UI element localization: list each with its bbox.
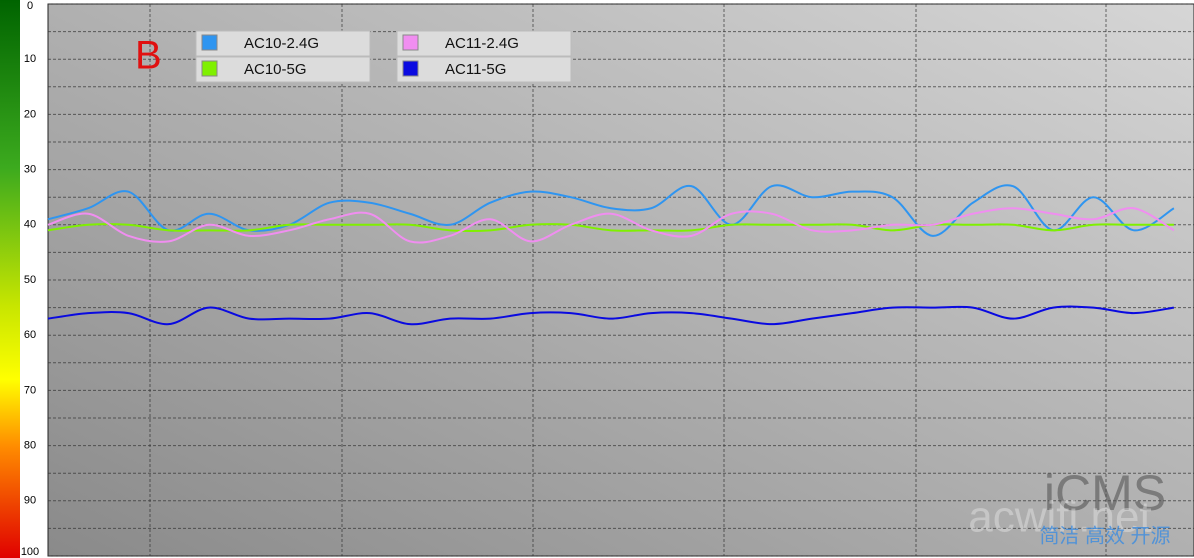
y-tick-label: 60 (24, 329, 36, 341)
watermark: iCMS (1044, 465, 1166, 521)
y-tick-label: 0 (27, 0, 33, 12)
series-line (47, 184, 1175, 237)
y-tick-label: 40 (24, 219, 36, 231)
legend-item (396, 56, 572, 83)
legend-swatch (402, 34, 419, 51)
legend-swatch (201, 34, 218, 51)
legend-item (195, 56, 371, 83)
series-line (47, 207, 1175, 244)
y-tick-label: 50 (24, 274, 36, 286)
watermark: 简洁 高效 开源 (1039, 524, 1170, 547)
legend-label: AC11-2.4G (445, 35, 519, 52)
y-tick-label: 80 (24, 440, 36, 452)
annotation: B (135, 34, 162, 78)
y-tick-label: 90 (24, 495, 36, 507)
series-line (47, 223, 1174, 233)
y-tick-label: 20 (24, 108, 36, 120)
legend-swatch (402, 60, 419, 77)
y-tick-label: 100 (21, 546, 39, 558)
legend-label: AC10-5G (244, 61, 307, 78)
legend-item (396, 30, 572, 57)
signal-scale (0, 0, 20, 558)
grid (48, 3, 1194, 557)
y-tick-label: 30 (24, 164, 36, 176)
y-tick-label: 10 (24, 53, 36, 65)
legend: AC10-2.4G AC10-5G AC11-2.4G AC11-5G (195, 30, 572, 83)
y-tick-label: 70 (24, 384, 36, 396)
legend-label: AC10-2.4G (244, 35, 319, 52)
legend-item (195, 30, 371, 57)
watermark: acwifi.net (968, 493, 1151, 542)
legend-label: AC11-5G (445, 61, 506, 78)
legend-swatch (201, 60, 218, 77)
series-line (47, 305, 1175, 326)
lines (47, 184, 1175, 326)
